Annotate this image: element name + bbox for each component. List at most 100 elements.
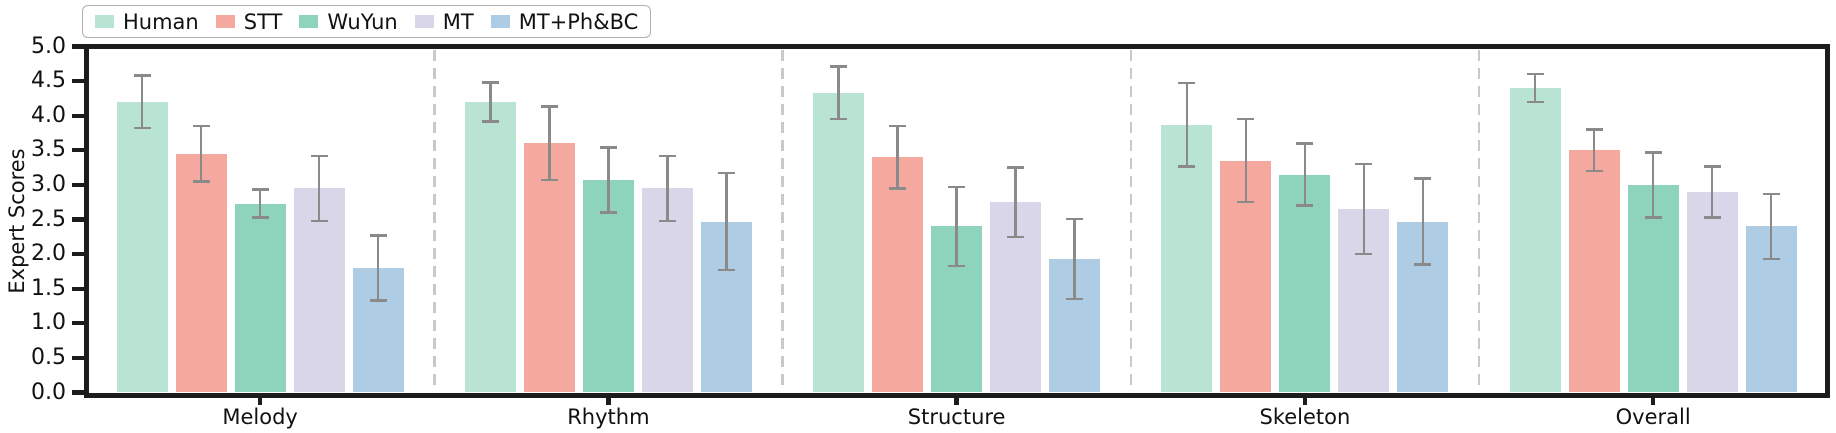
bar-human <box>116 101 168 393</box>
error-bar-cap-bottom <box>889 187 907 190</box>
error-bar-cap-top <box>251 188 269 192</box>
x-tick-label-overall: Overall <box>1615 405 1691 429</box>
y-tick-mark <box>71 355 84 361</box>
y-tick-mark <box>71 251 84 257</box>
error-bar-cap-top <box>540 105 558 108</box>
bar-stt <box>1568 150 1620 393</box>
error-bar-cap-top <box>369 234 387 237</box>
group-divider <box>781 50 784 391</box>
y-tick-mark <box>71 182 84 188</box>
y-tick-label: 2.5 <box>31 206 66 232</box>
y-tick-label: 3.0 <box>31 171 66 197</box>
error-bar-cap-bottom <box>369 299 387 302</box>
y-tick-mark <box>71 44 84 49</box>
x-tick-mark <box>1302 397 1308 405</box>
error-bar-cap-top <box>192 124 210 128</box>
error-bar-cap-top <box>658 154 676 158</box>
error-bar-cap-top <box>1296 142 1314 145</box>
y-tick-mark <box>71 148 84 153</box>
error-bar <box>548 106 551 181</box>
y-tick-mark <box>71 321 84 326</box>
x-tick-label-skeleton: Skeleton <box>1259 405 1351 429</box>
x-tick-label-rhythm: Rhythm <box>567 405 650 429</box>
error-bar-cap-bottom <box>1296 204 1314 207</box>
bar-wuyun <box>582 180 634 393</box>
error-bar <box>489 82 492 122</box>
legend-item-human: Human <box>95 10 199 34</box>
y-tick-label: 0.0 <box>31 379 66 405</box>
y-tick-label: 3.5 <box>31 137 66 163</box>
bar-human <box>813 92 865 393</box>
bar-wuyun <box>234 203 286 393</box>
error-bar-cap-top <box>310 154 328 158</box>
error-bar-cap-bottom <box>717 268 735 272</box>
bar-wuyun <box>1279 174 1331 393</box>
error-bar <box>1073 218 1076 300</box>
error-bar-cap-bottom <box>251 216 269 219</box>
y-tick-mark <box>71 78 84 84</box>
error-bar-cap-bottom <box>192 180 210 183</box>
error-bar <box>607 147 610 213</box>
bar-mt <box>293 188 345 393</box>
error-bar <box>1185 83 1189 167</box>
x-tick-mark <box>954 397 959 405</box>
error-bar-cap-top <box>717 171 735 175</box>
y-tick-mark <box>71 113 84 118</box>
error-bar-cap-top <box>1762 192 1780 196</box>
error-bar-cap-top <box>1355 162 1373 166</box>
axis-spine-bottom <box>83 392 1830 398</box>
bar-mt <box>1686 191 1738 393</box>
error-bar-cap-bottom <box>1585 169 1603 173</box>
legend-item-wuyun: WuYun <box>299 10 398 34</box>
error-bar-cap-top <box>133 74 151 77</box>
error-bar-cap-bottom <box>1644 216 1662 219</box>
error-bar-cap-top <box>1585 128 1603 131</box>
legend-item-mt+ph&bc: MT+Ph&BC <box>490 10 638 34</box>
y-tick-mark <box>71 217 84 222</box>
error-bar-cap-bottom <box>1526 100 1544 104</box>
legend-swatch-icon <box>299 15 319 28</box>
error-bar-cap-top <box>948 185 966 189</box>
error-bar <box>199 126 203 182</box>
error-bar-cap-bottom <box>133 126 151 130</box>
error-bar-cap-bottom <box>310 219 328 223</box>
error-bar-cap-top <box>1178 81 1196 85</box>
error-bar <box>1769 193 1773 259</box>
error-bar-cap-bottom <box>1237 200 1255 204</box>
bar-mt <box>641 188 693 393</box>
x-tick-label-structure: Structure <box>907 405 1006 429</box>
error-bar-cap-top <box>1066 217 1084 221</box>
x-tick-mark <box>257 397 263 405</box>
error-bar-cap-top <box>1237 117 1255 121</box>
error-bar <box>376 235 380 301</box>
error-bar-cap-top <box>889 124 907 128</box>
error-bar <box>1014 167 1017 237</box>
error-bar-cap-top <box>1526 72 1544 76</box>
axis-spine-right <box>1825 43 1830 398</box>
error-bar <box>955 186 958 266</box>
error-bar-cap-top <box>1007 166 1025 169</box>
legend: Human STT WuYun MT MT+Ph&BC <box>82 5 652 38</box>
legend-swatch-icon <box>490 15 510 28</box>
bar-human <box>1161 124 1213 393</box>
x-tick-label-melody: Melody <box>222 405 298 429</box>
error-bar <box>1592 129 1596 172</box>
error-bar <box>666 155 669 221</box>
group-divider <box>1477 50 1481 391</box>
group-divider <box>1129 50 1133 391</box>
error-bar <box>1362 164 1366 255</box>
error-bar <box>725 173 728 270</box>
y-tick-label: 4.5 <box>31 68 66 94</box>
error-bar-cap-bottom <box>830 117 848 121</box>
error-bar <box>896 126 899 189</box>
error-bar <box>1533 74 1537 102</box>
y-tick-label: 0.5 <box>31 344 66 370</box>
x-tick-mark <box>1650 397 1656 405</box>
error-bar-cap-bottom <box>1703 216 1721 219</box>
error-bar-cap-bottom <box>658 219 676 223</box>
error-bar <box>1710 166 1714 218</box>
error-bar <box>1421 178 1425 265</box>
error-bar <box>1244 119 1248 203</box>
bar-stt <box>872 157 924 393</box>
